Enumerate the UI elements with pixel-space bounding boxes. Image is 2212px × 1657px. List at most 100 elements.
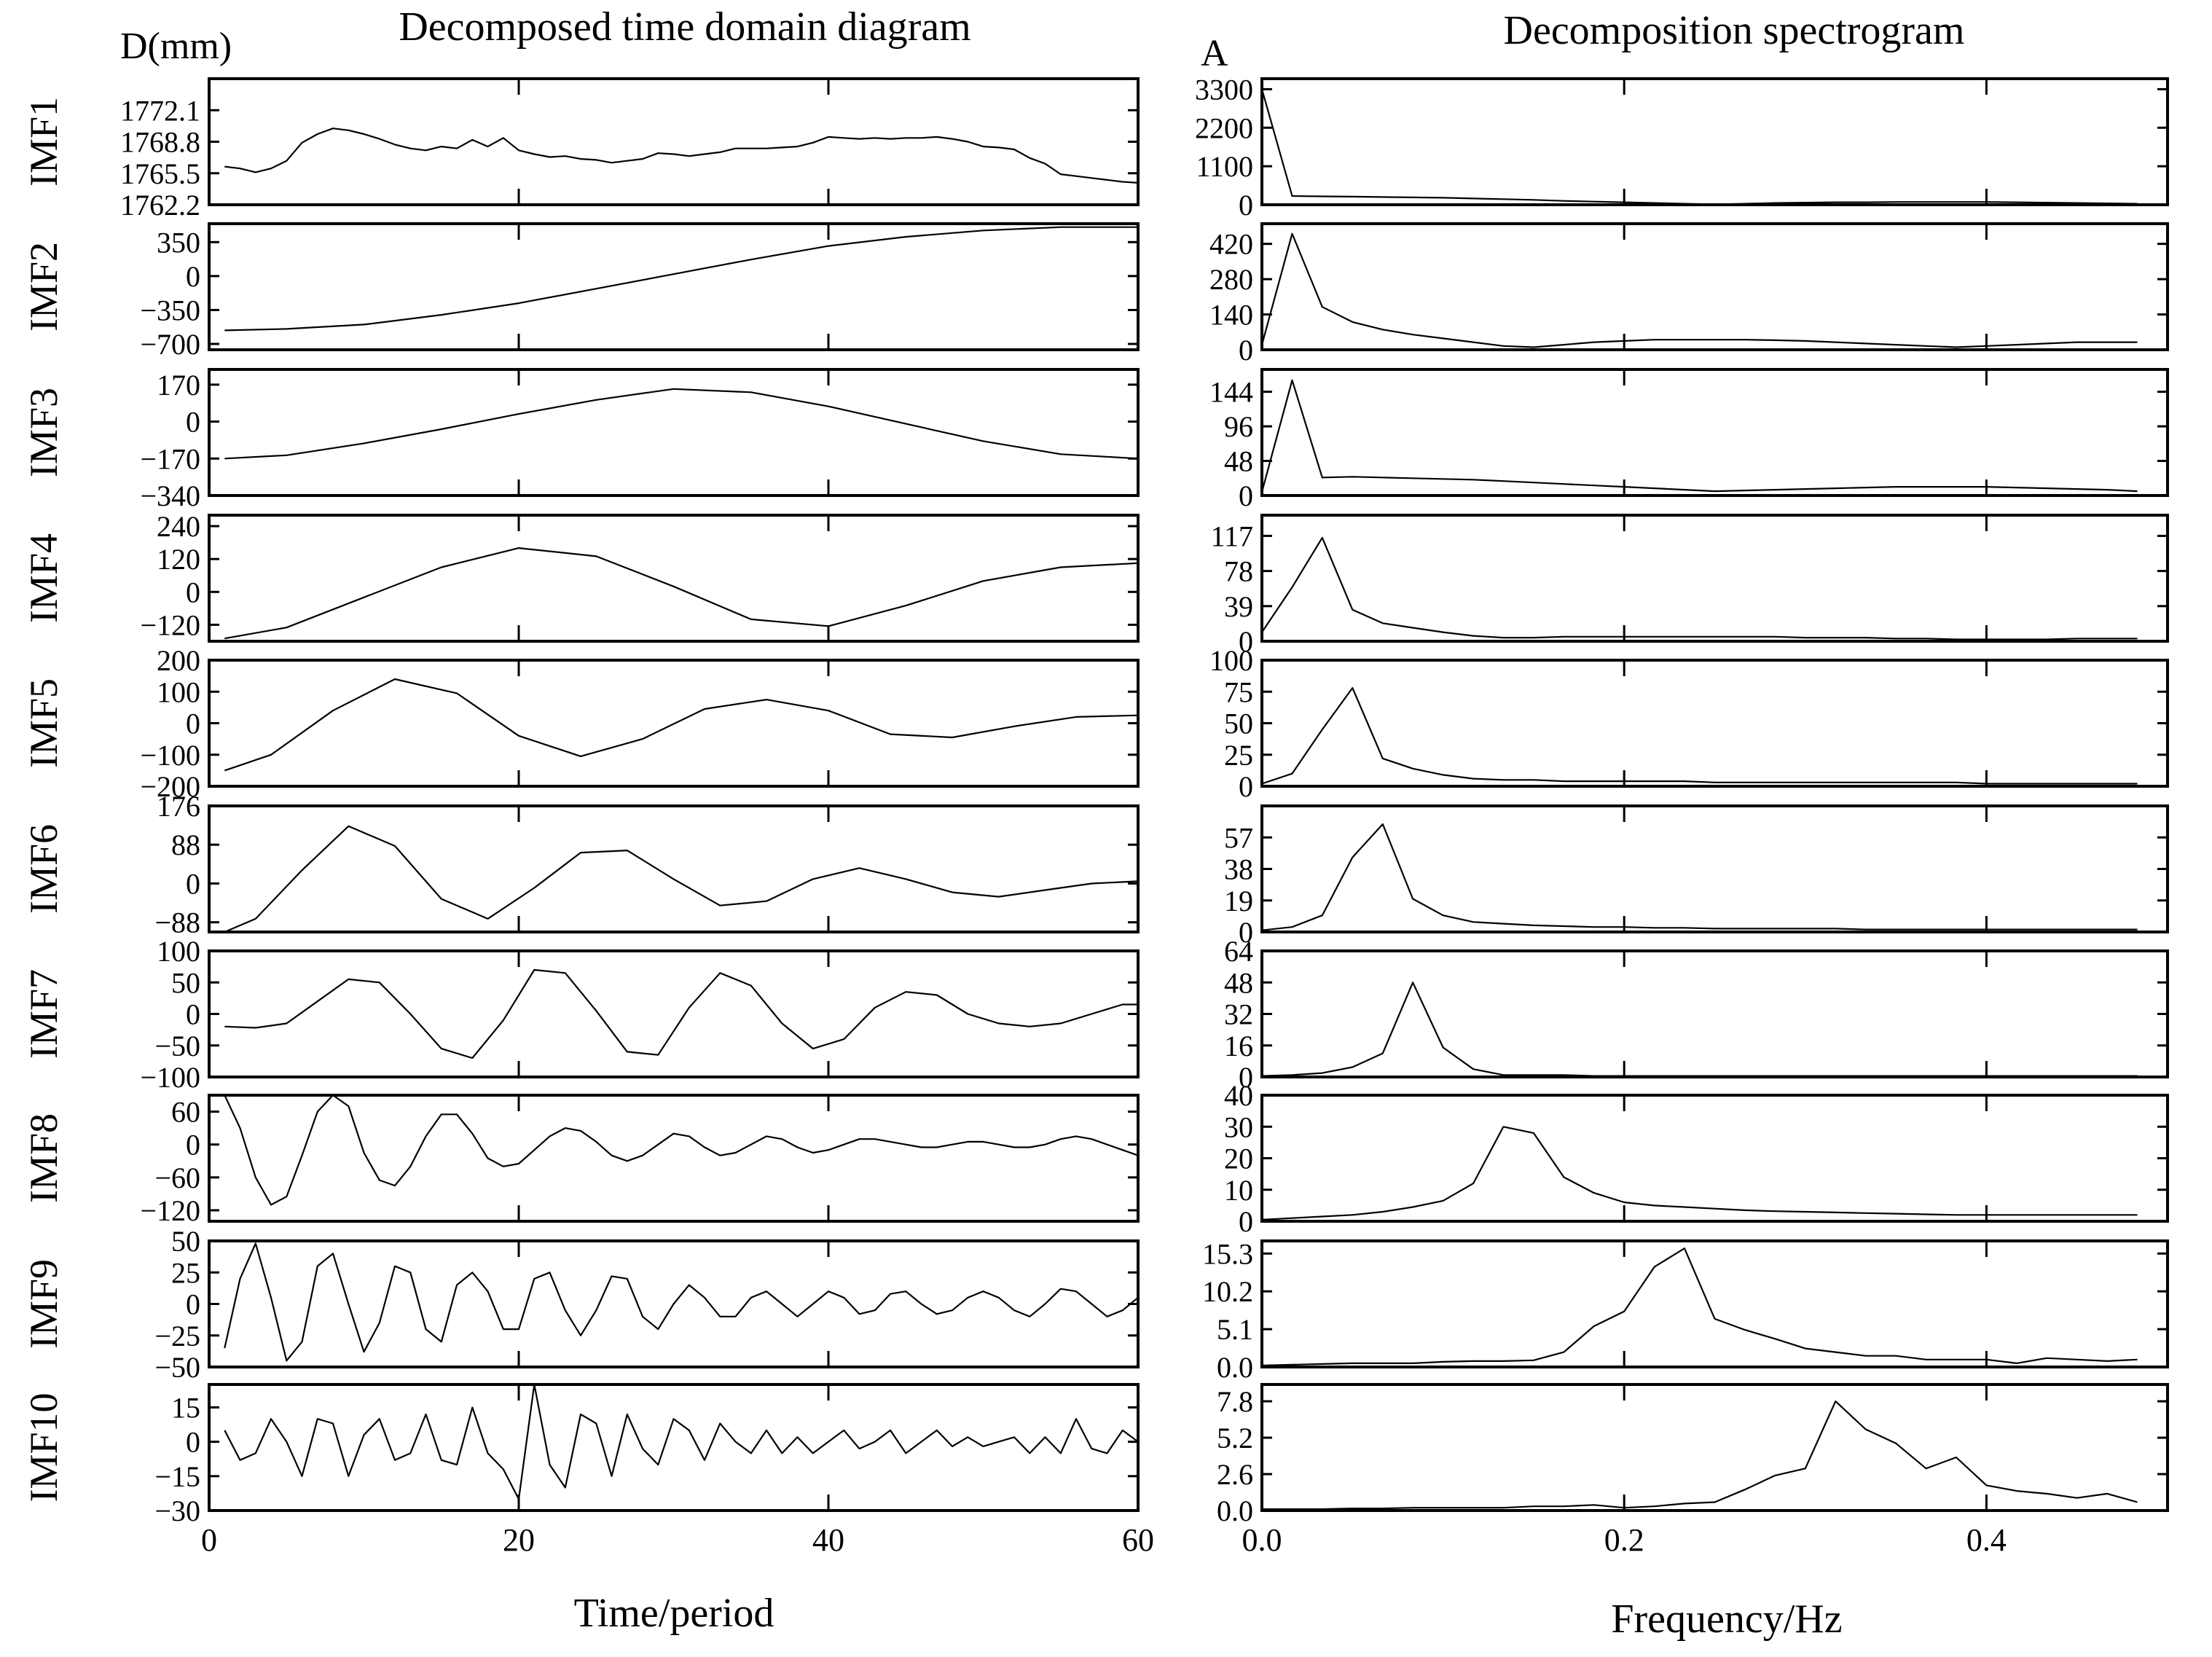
time-series-9 [224, 1383, 1139, 1500]
time-ytick-label-1-2: 0 [186, 260, 200, 293]
spec-ytick-label-5-3: 57 [1224, 821, 1253, 854]
time-frame-5 [208, 804, 1140, 933]
time-ytick-label-5-3: 176 [157, 790, 200, 823]
time-ytick-label-7-3: 60 [171, 1096, 200, 1129]
time-ytick-label-9-1: −15 [154, 1460, 200, 1493]
spec-frame-5 [1260, 804, 2169, 933]
spec-ytick-label-5-0: 0 [1239, 916, 1253, 949]
time-xtick-label-2: 40 [812, 1522, 844, 1558]
spec-frame-2 [1260, 368, 2169, 497]
spec-series-1 [1260, 232, 2138, 348]
time-ytick-label-7-1: −60 [154, 1162, 200, 1194]
spec-frame-6 [1260, 949, 2169, 1078]
spec-series-7 [1261, 1126, 2138, 1221]
spec-ytick-label-7-0: 0 [1239, 1205, 1253, 1238]
spec-ytick-label-1-2: 280 [1209, 263, 1253, 296]
time-series-2 [224, 388, 1139, 460]
time-ytick-label-0-0: 1762.2 [120, 189, 200, 222]
left-y-unit: D(mm) [120, 26, 232, 67]
spec-ytick-label-4-4: 100 [1209, 644, 1253, 677]
spec-ytick-label-9-0: 0.0 [1217, 1495, 1253, 1527]
spec-ytick-label-9-3: 7.8 [1217, 1385, 1253, 1418]
time-ytick-label-9-2: 0 [186, 1426, 200, 1459]
component-label-imf2: IMF2 [22, 242, 66, 332]
freq-xtick-label-1: 0.2 [1604, 1522, 1644, 1558]
time-xtick-label-3: 60 [1122, 1522, 1154, 1558]
time-series-8 [224, 1242, 1139, 1362]
time-ytick-label-6-3: 50 [171, 966, 200, 999]
spec-ytick-label-1-3: 420 [1209, 228, 1253, 261]
spec-series-6 [1261, 982, 2138, 1077]
time-ytick-label-9-3: 15 [171, 1391, 200, 1424]
component-label-imf7: IMF7 [22, 969, 66, 1059]
freq-xtick-label-2: 0.4 [1966, 1522, 2007, 1558]
time-xtick-label-0: 0 [201, 1522, 217, 1558]
component-label-imf8: IMF8 [22, 1113, 66, 1203]
time-series-5 [224, 825, 1139, 933]
spec-ytick-label-2-2: 96 [1224, 410, 1253, 443]
component-label-imf9: IMF9 [22, 1259, 66, 1349]
component-label-imf3: IMF3 [22, 388, 66, 477]
left-title: Decomposed time domain diagram [399, 4, 970, 50]
component-label-imf4: IMF4 [22, 533, 66, 623]
spec-series-5 [1261, 823, 2138, 931]
spec-ytick-label-2-0: 0 [1239, 479, 1253, 512]
time-frame-2 [208, 368, 1140, 497]
spec-series-2 [1260, 379, 2138, 493]
component-label-imf5: IMF5 [22, 678, 66, 768]
spec-frame-8 [1260, 1239, 2169, 1368]
spec-ytick-label-2-3: 144 [1209, 376, 1253, 409]
spec-ytick-label-8-2: 10.2 [1202, 1275, 1253, 1308]
spec-ytick-label-4-0: 0 [1239, 770, 1253, 803]
spec-series-8 [1261, 1247, 2138, 1367]
time-ytick-label-4-0: −200 [140, 770, 200, 803]
spec-ytick-label-1-0: 0 [1239, 334, 1253, 367]
time-series-7 [224, 1094, 1139, 1206]
time-frame-6 [208, 949, 1140, 1078]
time-ytick-label-6-2: 0 [186, 998, 200, 1031]
spec-frame-0 [1260, 77, 2169, 206]
time-frame-9 [208, 1383, 1140, 1512]
time-ytick-label-0-2: 1768.8 [120, 126, 200, 159]
spec-ytick-label-6-0: 0 [1239, 1061, 1253, 1094]
spec-ytick-label-4-1: 25 [1224, 739, 1253, 772]
spec-frame-7 [1260, 1094, 2169, 1223]
time-frame-3 [208, 514, 1140, 643]
time-ytick-label-4-4: 200 [157, 644, 200, 677]
time-series-0 [224, 128, 1139, 184]
spec-frame-3 [1260, 514, 2169, 643]
time-ytick-label-1-3: 350 [157, 226, 200, 259]
spec-ytick-label-3-0: 0 [1239, 625, 1253, 658]
spec-ytick-label-0-2: 2200 [1195, 111, 1253, 144]
spec-ytick-label-8-0: 0.0 [1217, 1351, 1253, 1384]
time-ytick-label-8-1: −25 [154, 1320, 200, 1352]
spec-frame-4 [1260, 659, 2169, 788]
time-frame-7 [208, 1094, 1140, 1223]
spec-ytick-label-3-2: 78 [1224, 555, 1253, 588]
spec-series-3 [1261, 536, 2138, 641]
time-ytick-label-2-1: −170 [140, 442, 200, 475]
spec-ytick-label-6-4: 64 [1224, 935, 1253, 968]
time-series-6 [224, 968, 1138, 1059]
spec-ytick-label-7-3: 30 [1224, 1110, 1253, 1143]
spec-ytick-label-4-2: 50 [1224, 708, 1253, 740]
spec-ytick-label-9-2: 5.2 [1217, 1422, 1253, 1454]
spec-ytick-label-7-4: 40 [1224, 1079, 1253, 1112]
spec-ytick-label-0-1: 1100 [1196, 150, 1253, 183]
time-ytick-label-5-0: −88 [154, 906, 200, 939]
time-ytick-label-8-0: −50 [154, 1351, 200, 1384]
time-frame-0 [208, 77, 1140, 206]
time-series-3 [224, 547, 1139, 640]
spec-ytick-label-6-3: 48 [1224, 966, 1253, 999]
spec-ytick-label-7-1: 10 [1224, 1174, 1253, 1207]
time-ytick-label-4-2: 0 [186, 708, 200, 740]
component-label-imf6: IMF6 [22, 824, 66, 914]
time-ytick-label-3-0: −120 [140, 608, 200, 641]
time-ytick-label-2-3: 170 [157, 369, 200, 401]
time-ytick-label-0-1: 1765.5 [120, 157, 200, 190]
time-ytick-label-4-3: 100 [157, 675, 200, 708]
spec-ytick-label-0-3: 3300 [1195, 73, 1253, 106]
left-x-label: Time/period [574, 1591, 774, 1636]
